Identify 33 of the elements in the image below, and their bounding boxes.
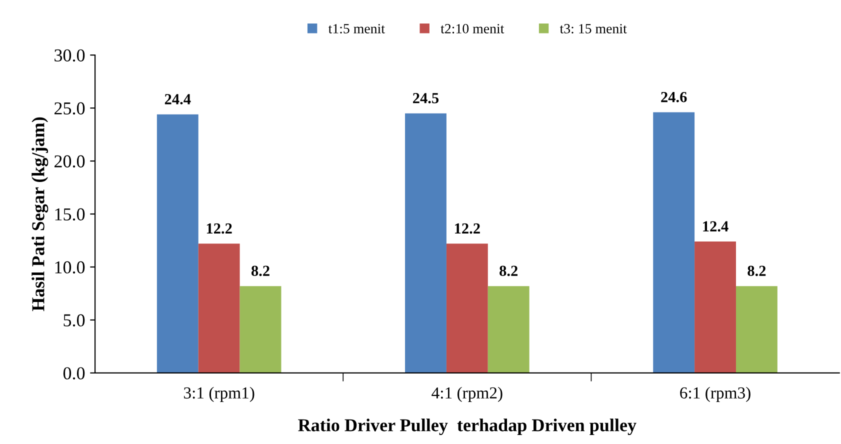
- data-label: 24.5: [413, 93, 439, 104]
- data-label: 24.4: [164, 94, 191, 104]
- bar: [488, 286, 530, 373]
- bar: [736, 286, 778, 373]
- legend-label: t3: 15 menit: [560, 24, 627, 34]
- data-label: 12.2: [206, 223, 232, 234]
- y-tick-label: 20.0: [54, 155, 85, 168]
- x-tick-label: 6:1 (rpm3): [680, 386, 750, 402]
- legend-label: t1:5 menit: [328, 24, 385, 34]
- bar: [198, 244, 240, 373]
- y-tick-label: 0.0: [63, 367, 85, 380]
- y-tick-label: 25.0: [54, 102, 85, 115]
- data-label: 12.4: [703, 221, 728, 232]
- data-label: 24.6: [661, 92, 687, 102]
- x-tick-label: 4:1 (rpm2): [432, 386, 502, 402]
- y-tick-label: 10.0: [55, 261, 85, 274]
- bar: [240, 286, 282, 373]
- legend-label: t2:10 menit: [440, 24, 504, 34]
- x-axis-title: Ratio Driver Pulley terhadap Driven pulley: [298, 418, 636, 436]
- bar: [405, 113, 446, 373]
- y-tick-label: 5.0: [64, 314, 85, 326]
- data-label: 8.2: [500, 266, 518, 276]
- data-label: 12.2: [455, 223, 480, 234]
- data-label: 8.2: [251, 266, 270, 276]
- bar: [694, 242, 736, 373]
- x-tick-label: 3:1 (rpm1): [184, 386, 254, 402]
- bar: [156, 114, 198, 373]
- y-tick-label: 30.0: [54, 49, 85, 62]
- y-axis-title: Hasil Pati Segar (kg/jam): [32, 117, 48, 312]
- data-label: 8.2: [748, 266, 766, 276]
- y-tick-label: 15.0: [55, 208, 85, 221]
- bar: [653, 112, 695, 373]
- bar: [446, 244, 488, 373]
